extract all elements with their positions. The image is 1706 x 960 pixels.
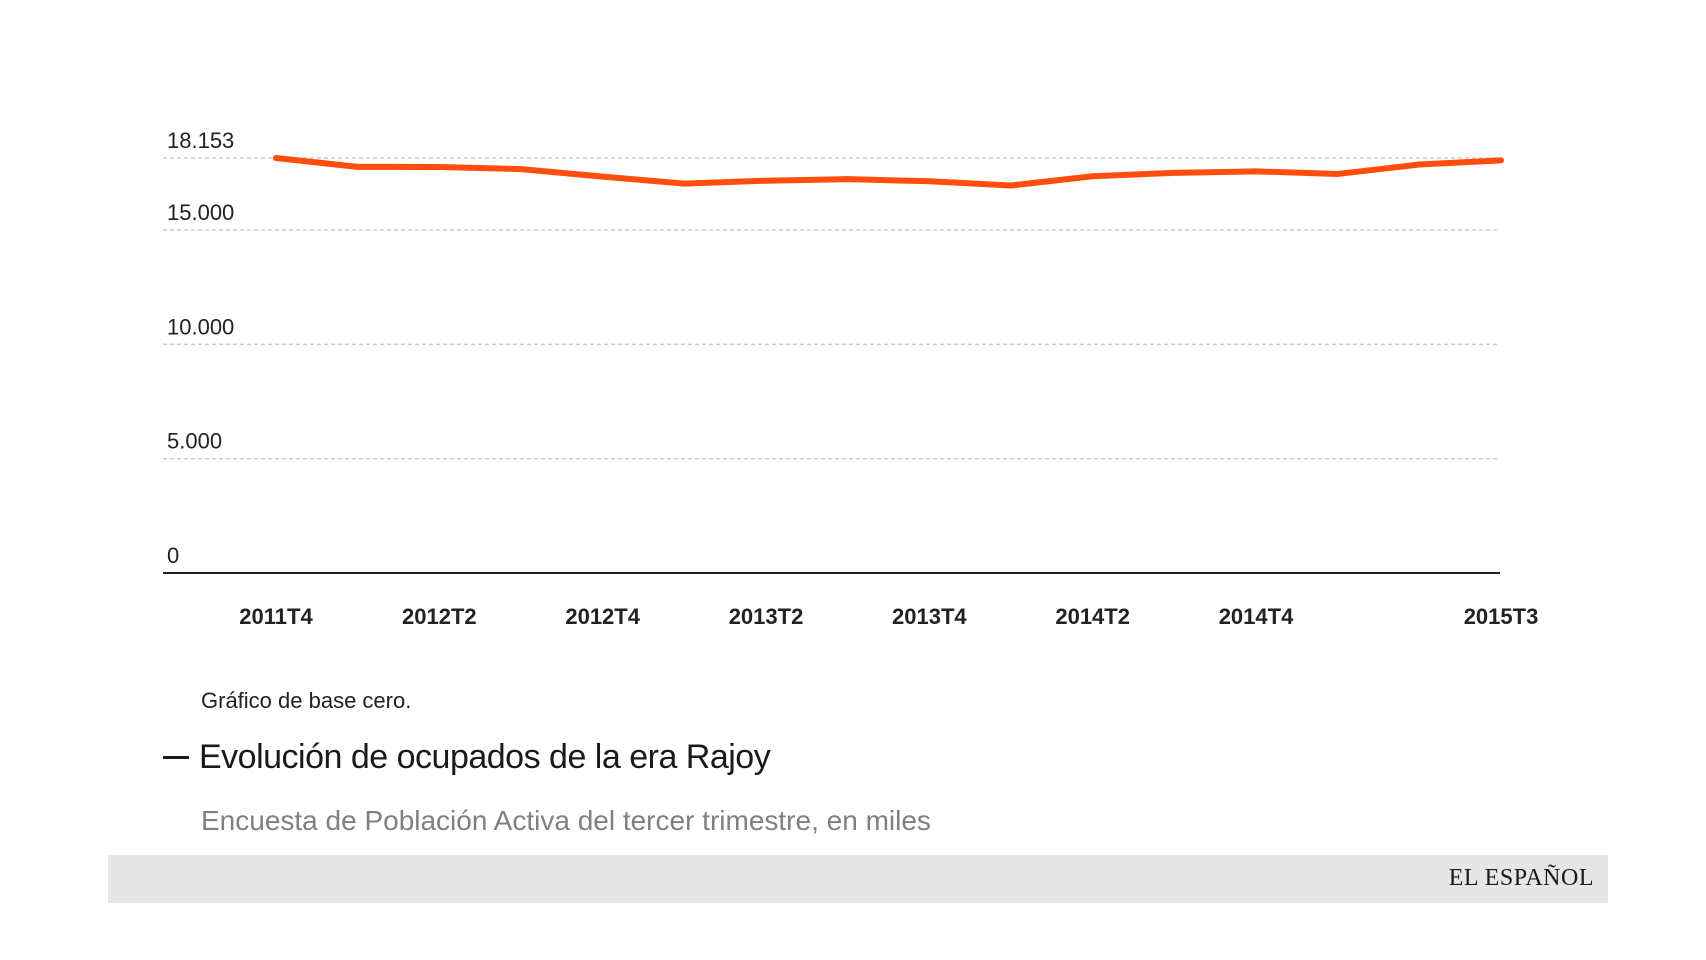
y-tick-label: 5.000 — [167, 429, 222, 454]
y-tick-label: 15.000 — [167, 200, 234, 225]
y-axis-labels: 0 5.000 10.000 15.000 18.153 — [167, 128, 234, 568]
y-tick-label: 0 — [167, 543, 179, 568]
brand-logo: EL ESPAÑOL — [1448, 865, 1594, 891]
x-tick-label: 2012T2 — [402, 604, 477, 629]
x-tick-label: 2013T2 — [729, 604, 804, 629]
x-tick-label: 2014T2 — [1055, 604, 1130, 629]
legend-dash-icon — [163, 756, 189, 759]
y-tick-label: 18.153 — [167, 128, 234, 153]
y-tick-label: 10.000 — [167, 314, 234, 339]
series-line-ocupados — [273, 155, 1504, 189]
chart-title-row: Evolución de ocupados de la era Rajoy — [163, 738, 771, 777]
x-tick-label: 2012T4 — [565, 604, 640, 629]
x-tick-label: 2014T4 — [1219, 604, 1294, 629]
footer-bar: EL ESPAÑOL — [108, 855, 1608, 903]
x-tick-label: 2013T4 — [892, 604, 967, 629]
x-tick-label: 2015T3 — [1464, 604, 1539, 629]
chart-subtitle: Encuesta de Población Activa del tercer … — [201, 805, 931, 836]
grid-lines — [163, 157, 1500, 460]
x-tick-label: 2011T4 — [239, 604, 313, 629]
chart-title: Evolución de ocupados de la era Rajoy — [199, 738, 771, 776]
chart-note: Gráfico de base cero. — [201, 688, 412, 713]
x-axis-labels: 2011T4 2012T2 2012T4 2013T2 2013T4 2014T2 2014… — [239, 604, 1538, 629]
